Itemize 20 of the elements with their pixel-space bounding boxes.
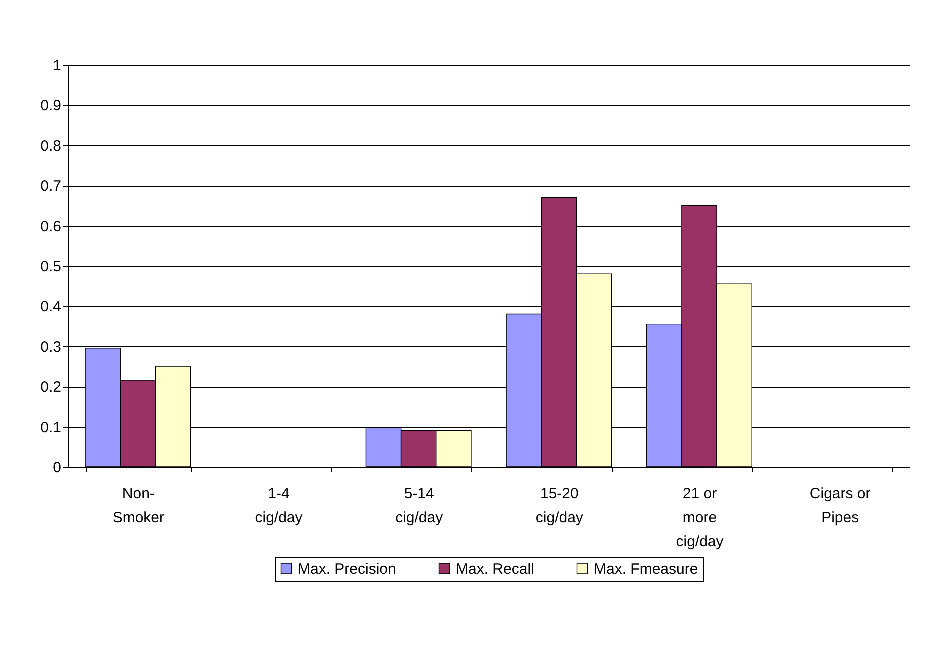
- y-tick-label: 0.4: [40, 298, 62, 316]
- legend-label: Max. Precision: [298, 560, 396, 578]
- y-tick-label: 0.2: [40, 379, 62, 396]
- x-tick-label: 1-4 cig/day: [255, 486, 304, 526]
- legend-label: Max. Recall: [456, 560, 534, 578]
- y-tick-label: 0.6: [40, 218, 62, 236]
- y-tick-label: 1: [53, 58, 62, 74]
- y-tick-label: 0.9: [40, 98, 62, 115]
- x-tick-label: 21 or more cig/day: [676, 486, 724, 550]
- legend-label: Max. Fmeasure: [594, 560, 698, 578]
- y-tick-label: 0.1: [40, 419, 62, 436]
- x-tick-label: Cigars or Pipes: [810, 486, 871, 526]
- y-tick-label: 0.3: [40, 338, 62, 356]
- y-tick-label: 0.8: [40, 138, 62, 155]
- y-tick-label: 0: [53, 460, 62, 476]
- x-tick-label: 5-14 cig/day: [396, 486, 444, 526]
- x-tick-label: 15-20 cig/day: [536, 486, 584, 526]
- y-tick-label: 0.7: [40, 178, 62, 196]
- x-tick-label: Non-Smoker: [112, 486, 165, 526]
- y-tick-label: 0.5: [40, 258, 62, 276]
